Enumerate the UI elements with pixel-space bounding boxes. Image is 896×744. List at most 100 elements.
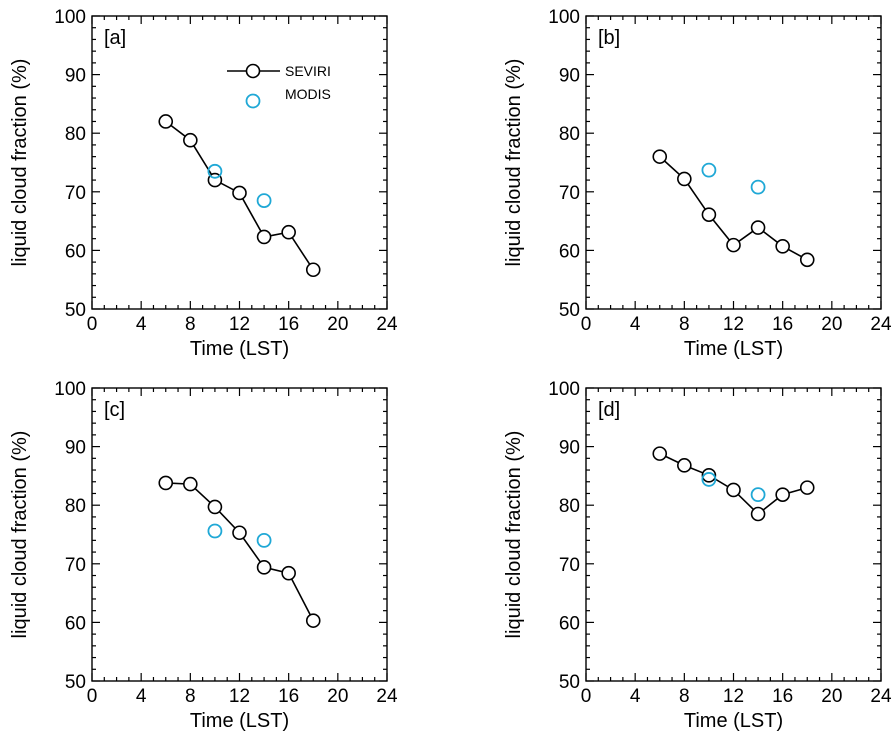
- y-tick-label: 100: [548, 379, 580, 400]
- seviri-point: [183, 476, 198, 492]
- seviri-point: [726, 482, 741, 498]
- modis-point: [207, 163, 223, 179]
- plot-frame: [585, 15, 882, 310]
- x-tick-label: 24: [376, 314, 398, 335]
- y-axis-title: liquid cloud fraction (%): [503, 431, 525, 639]
- y-tick-label: 90: [65, 438, 86, 459]
- x-axis-title: Time (LST): [684, 338, 783, 360]
- modis-point: [750, 487, 766, 503]
- legend-seviri-marker: [245, 63, 261, 79]
- x-tick-label: 20: [821, 686, 842, 707]
- y-tick-label: 80: [65, 124, 86, 145]
- x-axis-title: Time (LST): [190, 710, 289, 732]
- chart-panel-2: 0 4 8 12 16 20 24 50 60 70 80 90 100 Time (LST) liquid…: [9, 379, 398, 732]
- legend-seviri-label: SEVIRI: [285, 63, 331, 79]
- seviri-point: [232, 525, 247, 541]
- modis-point: [750, 179, 766, 195]
- seviri-point: [701, 207, 717, 222]
- y-tick-label: 70: [559, 555, 580, 576]
- seviri-point: [256, 229, 272, 245]
- panel-label: [b]: [598, 27, 620, 49]
- x-tick-label: 4: [630, 686, 641, 707]
- y-tick-label: 50: [559, 672, 580, 693]
- y-axis-title: liquid cloud fraction (%): [503, 59, 525, 267]
- plot-frame: [585, 387, 882, 682]
- seviri-point: [158, 114, 174, 129]
- plot-frame: [91, 15, 388, 310]
- modis-point: [701, 472, 717, 487]
- seviri-point: [305, 613, 321, 628]
- y-tick-label: 60: [65, 613, 86, 634]
- x-tick-label: 4: [630, 314, 641, 335]
- y-tick-label: 50: [559, 300, 580, 321]
- seviri-point: [677, 458, 692, 473]
- chart-panel-3: 0 4 8 12 16 20 24 50 60 70 80 90 100 Time (LST) liquid…: [503, 379, 892, 732]
- modis-point: [701, 162, 717, 178]
- x-tick-label: 8: [679, 314, 690, 335]
- seviri-point: [750, 220, 766, 235]
- seviri-point: [183, 132, 198, 148]
- panel-label: [a]: [104, 27, 126, 49]
- seviri-line: [165, 482, 314, 622]
- y-tick-label: 80: [559, 496, 580, 517]
- x-tick-label: 8: [185, 686, 196, 707]
- x-tick-label: 12: [229, 314, 250, 335]
- modis-point: [207, 523, 223, 539]
- seviri-point: [701, 468, 717, 483]
- x-tick-label: 4: [136, 314, 147, 335]
- y-tick-label: 70: [65, 555, 86, 576]
- y-tick-label: 90: [65, 66, 86, 87]
- legend-modis-label: MODIS: [285, 86, 331, 102]
- y-tick-label: 70: [559, 183, 580, 204]
- panel-label: [c]: [104, 399, 125, 421]
- y-tick-label: 100: [54, 379, 86, 400]
- x-tick-label: 24: [376, 686, 398, 707]
- x-tick-label: 0: [87, 686, 98, 707]
- y-tick-label: 80: [65, 496, 86, 517]
- chart-panel-0: 0 4 8 12 16 20 24 50 60 70 80 90 100 Time (LST) liquid…: [9, 7, 398, 360]
- seviri-point: [677, 171, 692, 187]
- seviri-point: [232, 185, 247, 201]
- x-tick-label: 8: [679, 686, 690, 707]
- seviri-point: [799, 252, 815, 268]
- x-tick-label: 24: [870, 686, 892, 707]
- y-tick-label: 70: [65, 183, 86, 204]
- seviri-point: [775, 238, 790, 254]
- y-tick-label: 100: [548, 7, 580, 28]
- x-tick-label: 16: [772, 686, 793, 707]
- y-tick-label: 50: [65, 672, 86, 693]
- y-tick-label: 90: [559, 438, 580, 459]
- y-axis-title: liquid cloud fraction (%): [9, 431, 31, 639]
- y-tick-label: 100: [54, 7, 86, 28]
- x-axis-title: Time (LST): [684, 710, 783, 732]
- y-tick-label: 80: [559, 124, 580, 145]
- chart-panel-1: 0 4 8 12 16 20 24 50 60 70 80 90 100 Time (LST) liquid…: [503, 7, 892, 360]
- seviri-point: [207, 499, 223, 515]
- x-tick-label: 16: [278, 314, 299, 335]
- seviri-point: [652, 149, 668, 164]
- legend-modis-marker: [245, 93, 261, 109]
- x-tick-label: 0: [581, 314, 592, 335]
- y-tick-label: 50: [65, 300, 86, 321]
- x-tick-label: 8: [185, 314, 196, 335]
- seviri-point: [726, 237, 741, 253]
- x-tick-label: 24: [870, 314, 892, 335]
- y-tick-label: 60: [559, 241, 580, 262]
- y-tick-label: 90: [559, 66, 580, 87]
- panel-label: [d]: [598, 399, 620, 421]
- seviri-point: [652, 446, 668, 461]
- seviri-point: [799, 480, 815, 495]
- seviri-point: [256, 560, 272, 575]
- y-tick-label: 60: [65, 241, 86, 262]
- seviri-point: [305, 262, 321, 278]
- x-tick-label: 4: [136, 686, 147, 707]
- x-tick-label: 20: [327, 314, 348, 335]
- x-tick-label: 0: [87, 314, 98, 335]
- seviri-point: [158, 475, 174, 491]
- modis-point: [256, 532, 272, 548]
- x-tick-label: 12: [723, 314, 744, 335]
- seviri-point: [281, 224, 296, 240]
- x-tick-label: 16: [278, 686, 299, 707]
- x-axis-title: Time (LST): [190, 338, 289, 360]
